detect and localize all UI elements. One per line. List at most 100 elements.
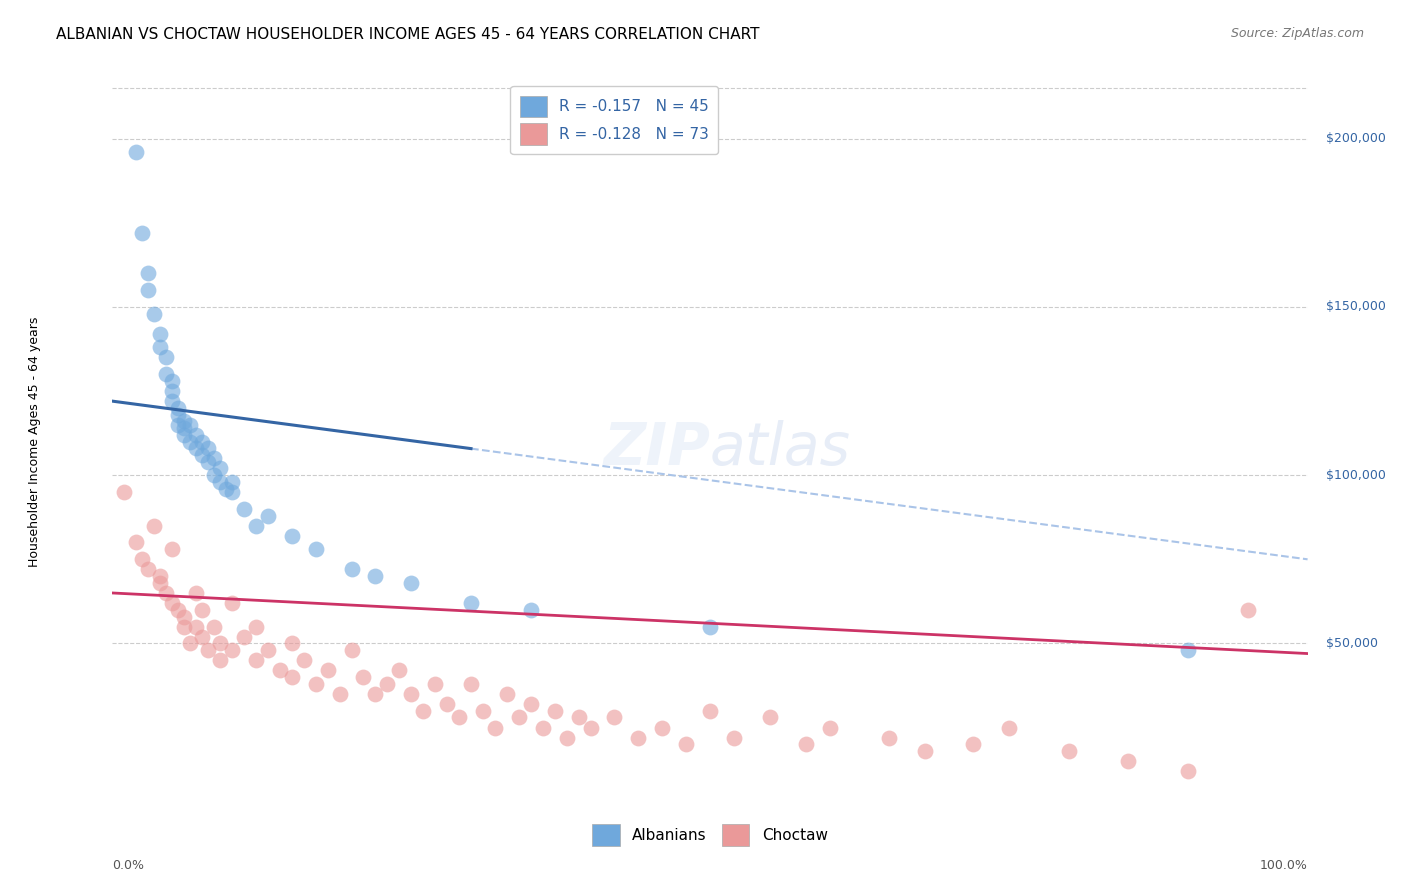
Point: [138, 266, 160, 280]
Point: [191, 603, 214, 617]
Point: [215, 482, 238, 496]
Point: [531, 721, 554, 735]
Point: [114, 485, 135, 500]
Point: [208, 461, 231, 475]
Point: [447, 710, 470, 724]
Point: [197, 442, 219, 456]
Point: [340, 643, 363, 657]
Point: [221, 643, 243, 657]
Text: $200,000: $200,000: [1326, 132, 1385, 145]
Point: [520, 697, 543, 711]
Point: [208, 475, 231, 489]
Point: [173, 427, 195, 442]
Point: [998, 721, 1021, 735]
Point: [186, 619, 208, 633]
Point: [436, 697, 458, 711]
Point: [173, 421, 195, 435]
Point: [167, 401, 190, 415]
Point: [699, 619, 721, 633]
Point: [425, 677, 447, 691]
Point: [292, 653, 315, 667]
Point: [555, 731, 578, 745]
Point: [191, 434, 214, 449]
Point: [245, 653, 267, 667]
Point: [364, 687, 387, 701]
Point: [388, 664, 411, 678]
Point: [167, 417, 190, 432]
Point: [627, 731, 650, 745]
Point: [191, 448, 214, 462]
Point: [794, 738, 817, 752]
Text: $100,000: $100,000: [1326, 468, 1385, 482]
Text: $50,000: $50,000: [1326, 637, 1378, 650]
Point: [543, 704, 565, 718]
Point: [401, 687, 423, 701]
Text: 100.0%: 100.0%: [1260, 859, 1308, 871]
Point: [138, 283, 160, 297]
Point: [186, 442, 208, 456]
Point: [202, 451, 225, 466]
Point: [508, 710, 530, 724]
Point: [162, 394, 183, 409]
Point: [1177, 764, 1199, 779]
Point: [221, 475, 243, 489]
Point: [162, 374, 183, 388]
Point: [328, 687, 352, 701]
Point: [281, 636, 304, 650]
Point: [1237, 603, 1260, 617]
Point: [675, 738, 697, 752]
Point: [179, 636, 201, 650]
Point: [155, 351, 177, 365]
Point: [471, 704, 495, 718]
Point: [162, 542, 183, 557]
Text: Householder Income Ages 45 - 64 years: Householder Income Ages 45 - 64 years: [28, 317, 41, 566]
Point: [155, 368, 177, 382]
Point: [208, 653, 231, 667]
Point: [1116, 754, 1139, 768]
Point: [179, 434, 201, 449]
Text: 0.0%: 0.0%: [112, 859, 145, 871]
Point: [149, 575, 172, 590]
Point: [186, 586, 208, 600]
Text: ALBANIAN VS CHOCTAW HOUSEHOLDER INCOME AGES 45 - 64 YEARS CORRELATION CHART: ALBANIAN VS CHOCTAW HOUSEHOLDER INCOME A…: [56, 27, 759, 42]
Text: ZIP: ZIP: [603, 420, 710, 476]
Point: [316, 664, 339, 678]
Point: [651, 721, 673, 735]
Text: Source: ZipAtlas.com: Source: ZipAtlas.com: [1230, 27, 1364, 40]
Point: [460, 596, 482, 610]
Point: [149, 326, 172, 341]
Point: [603, 710, 626, 724]
Point: [484, 721, 506, 735]
Point: [364, 569, 387, 583]
Legend: Albanians, Choctaw: Albanians, Choctaw: [586, 818, 834, 852]
Point: [377, 677, 399, 691]
Point: [131, 552, 153, 566]
Point: [197, 455, 219, 469]
Point: [131, 226, 153, 240]
Point: [197, 643, 219, 657]
Point: [818, 721, 841, 735]
Point: [125, 535, 148, 549]
Point: [167, 603, 190, 617]
Point: [1057, 744, 1080, 758]
Point: [520, 603, 543, 617]
Point: [143, 518, 166, 533]
Point: [496, 687, 519, 701]
Point: [877, 731, 900, 745]
Point: [155, 586, 177, 600]
Point: [460, 677, 482, 691]
Text: atlas: atlas: [710, 420, 851, 476]
Point: [256, 643, 278, 657]
Point: [208, 636, 231, 650]
Point: [232, 630, 256, 644]
Point: [699, 704, 721, 718]
Point: [191, 630, 214, 644]
Point: [149, 340, 172, 354]
Point: [162, 384, 183, 398]
Point: [759, 710, 782, 724]
Point: [914, 744, 936, 758]
Point: [352, 670, 374, 684]
Point: [962, 738, 984, 752]
Point: [340, 562, 363, 576]
Point: [221, 485, 243, 500]
